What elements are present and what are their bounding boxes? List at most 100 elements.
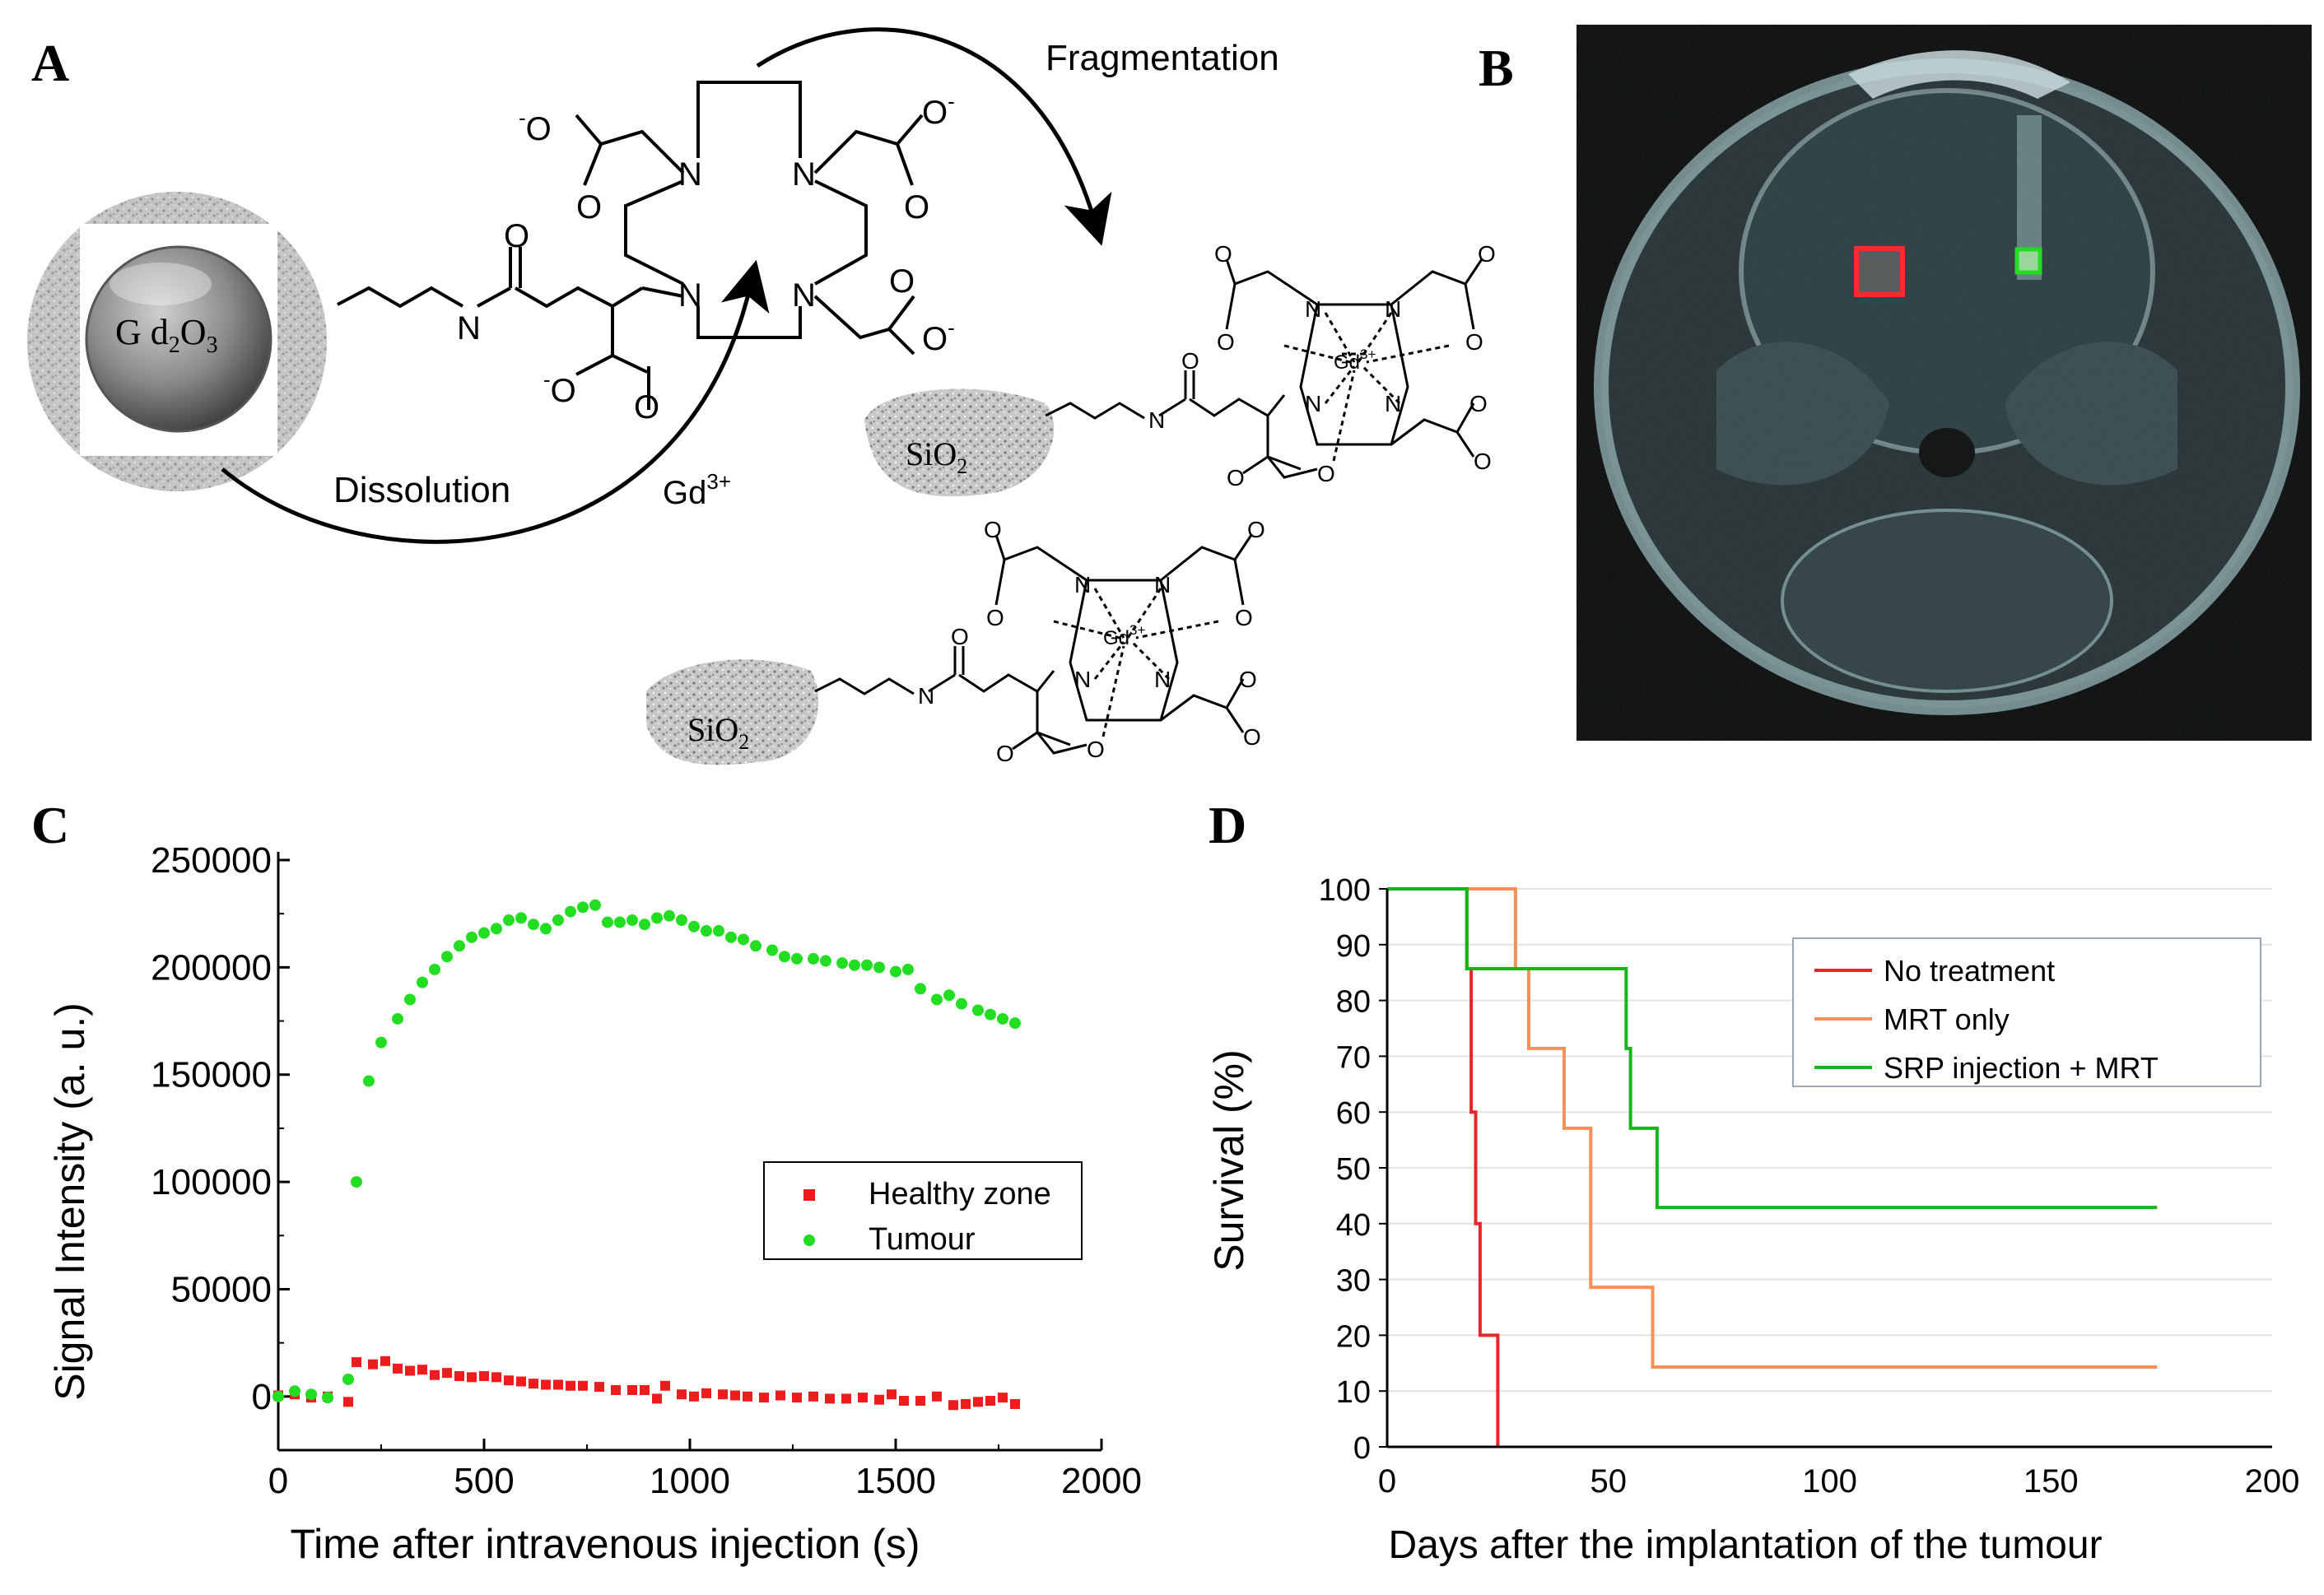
tumour-point — [351, 1176, 362, 1188]
chart-d-legend: No treatment MRT only SRP injection + MR… — [1792, 937, 2261, 1087]
tumour-point — [375, 1036, 387, 1049]
tumour-point — [626, 914, 638, 927]
complex2-o4: O — [1235, 605, 1253, 630]
complex2-o1: O — [984, 517, 1002, 542]
carbonyl-o-lower-right: O — [889, 263, 915, 300]
complex1-gd: Gd3+ — [1334, 346, 1376, 374]
tumour-point — [943, 989, 955, 1002]
chart-c-x-tick-label: 0 — [268, 1461, 288, 1501]
tumour-point — [466, 931, 477, 943]
gd2o3-nanoparticle: G d2O3 — [27, 192, 327, 491]
chart-d-y-tick-label: 80 — [1336, 985, 1371, 1020]
tumour-point — [342, 1373, 354, 1385]
healthy-zone-point — [553, 1379, 563, 1390]
complex2-linker-o: O — [951, 624, 969, 649]
complex1-o5: O — [1469, 391, 1488, 416]
tumour-point — [404, 993, 416, 1006]
chart-d-xlabel: Days after the implantation of the tumou… — [1388, 1523, 2102, 1567]
complex1-n1: N — [1305, 296, 1321, 322]
healthy-zone-point — [578, 1380, 588, 1391]
chart-signal-intensity: 0 500 1000 1500 2000 0 50000 100000 150000 200000… — [47, 840, 1142, 1567]
healthy-zone-point — [393, 1363, 403, 1374]
tumour-point — [849, 959, 860, 971]
complex1-linker-o: O — [1181, 348, 1199, 374]
healthy-zone-point — [417, 1365, 427, 1375]
chart-c-xlabel: Time after intravenous injection (s) — [290, 1521, 920, 1567]
tumour-point — [454, 940, 465, 952]
tumour-point — [915, 983, 926, 995]
tumour-point — [305, 1388, 317, 1401]
sio2-fragment-2: SiO2 — [646, 659, 819, 765]
tumour-point — [392, 1012, 403, 1025]
chart-d-y-tick-label: 100 — [1319, 873, 1371, 908]
tumour-point — [861, 959, 873, 971]
healthy-zone-point — [961, 1398, 971, 1409]
healthy-zone-point — [430, 1369, 440, 1380]
gd-complex-2 — [814, 534, 1253, 755]
tumour-point — [873, 961, 885, 974]
complex2-o3: O — [1247, 517, 1265, 542]
anion-o-right: O- — [922, 89, 955, 131]
tumour-point — [701, 925, 712, 937]
complex1-n3: N — [1305, 391, 1321, 416]
complex2-linker-n: N — [918, 683, 934, 709]
linker-chain — [337, 247, 650, 410]
legend-healthy-marker — [803, 1189, 815, 1201]
carbonyl-o-right: O — [904, 189, 929, 226]
complex1-o2: O — [1217, 329, 1235, 355]
tumour-point — [931, 993, 943, 1006]
healthy-zone-point — [566, 1380, 575, 1391]
healthy-zone-point — [730, 1390, 740, 1401]
tumour-point — [890, 965, 901, 978]
tumour-point — [363, 1075, 375, 1087]
healthy-zone-point — [652, 1393, 662, 1404]
chart-d-y-tick-label: 90 — [1336, 929, 1371, 964]
chart-d-y-tick-label: 30 — [1336, 1264, 1371, 1299]
healthy-zone-point — [677, 1389, 687, 1400]
sio2-fragment-1: SiO2 — [864, 388, 1055, 497]
healthy-zone-point — [640, 1384, 650, 1395]
chart-c-x-tick-label: 1000 — [650, 1461, 730, 1501]
healthy-zone-point — [858, 1393, 868, 1403]
tumour-point — [614, 916, 626, 928]
chart-d-ylabel: Survival (%) — [1206, 1049, 1252, 1271]
anion-o-left: -O — [519, 105, 552, 147]
healthy-zone-point — [594, 1382, 604, 1393]
complex1-n4: N — [1385, 391, 1401, 416]
fragmentation-label: Fragmentation — [1046, 38, 1279, 78]
tumour-point — [491, 923, 502, 935]
fragmentation-arrow — [756, 27, 1112, 246]
tumour-point — [639, 918, 650, 931]
healthy-zone-point — [932, 1391, 942, 1402]
complex2-o7: O — [996, 741, 1014, 766]
chart-d-x-tick-label: 0 — [1378, 1463, 1396, 1500]
tumour-point — [602, 916, 613, 928]
chart-c-x-tick-label: 2000 — [1061, 1461, 1142, 1501]
tumour-point — [417, 976, 428, 988]
healthy-zone-point — [352, 1357, 361, 1368]
tumour-point — [997, 1012, 1008, 1025]
tumour-point — [429, 963, 440, 975]
tumour-point — [272, 1390, 284, 1402]
tumour-point — [676, 914, 687, 927]
tumour-point — [713, 925, 724, 937]
healthy-zone-point — [660, 1380, 670, 1391]
healthy-zone-point — [985, 1396, 995, 1407]
carbonyl-o-bottom: O — [634, 389, 659, 425]
healthy-zone-point — [491, 1372, 501, 1383]
complex1-o8: O — [1317, 461, 1335, 486]
healthy-zone-point — [808, 1391, 818, 1402]
legend-tumour-marker — [803, 1235, 815, 1246]
healthy-zone-point — [792, 1393, 802, 1403]
healthy-zone-point — [380, 1356, 390, 1366]
chart-d-x-tick-label: 200 — [2245, 1463, 2300, 1500]
tumour-point — [956, 997, 967, 1010]
dota-n1: N — [678, 156, 702, 193]
chart-c-legend: Healthy zone Tumour — [763, 1161, 1083, 1260]
healthy-zone-point — [405, 1365, 415, 1376]
gd-ion-label: Gd3+ — [663, 469, 731, 511]
healthy-zone-point — [775, 1390, 785, 1401]
carbonyl-o-left: O — [576, 189, 602, 226]
sio2-label-1: SiO2 — [906, 435, 967, 478]
chart-d-y-tick-label: 50 — [1336, 1152, 1371, 1187]
